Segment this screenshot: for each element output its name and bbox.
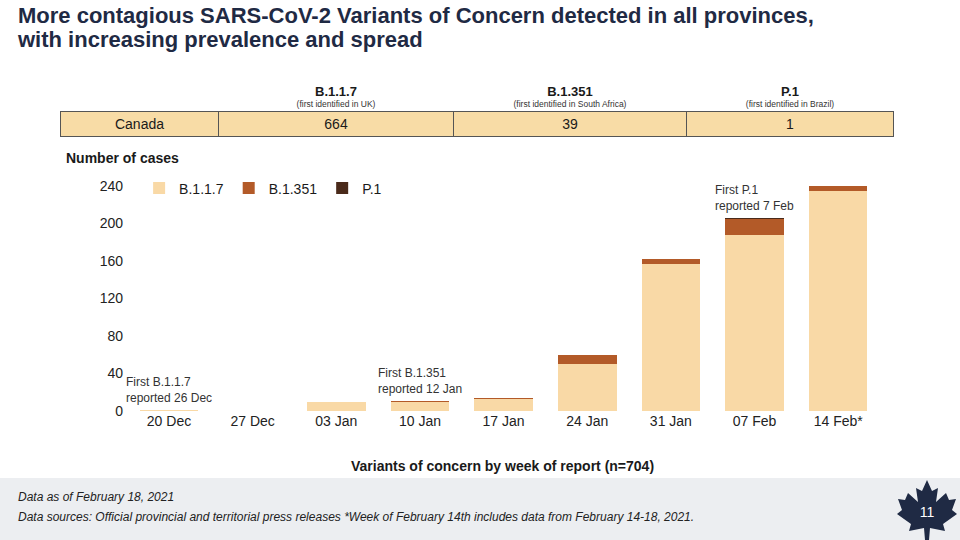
svg-text:P.1: P.1 bbox=[362, 181, 381, 197]
svg-text:80: 80 bbox=[107, 328, 123, 344]
svg-text:First B.1.351reported 12 Jan: First B.1.351reported 12 Jan bbox=[378, 366, 462, 396]
html-text:B.1.1.7: B.1.1.7 bbox=[315, 84, 357, 99]
svg-text:120: 120 bbox=[100, 290, 124, 306]
svg-text:240: 240 bbox=[100, 178, 124, 194]
svg-text:14 Feb*: 14 Feb* bbox=[814, 413, 864, 429]
svg-text:B.1.1.7: B.1.1.7 bbox=[179, 181, 224, 197]
svg-text:24 Jan: 24 Jan bbox=[566, 413, 608, 429]
html-text:664: 664 bbox=[324, 116, 348, 132]
html-text:B.1.351: B.1.351 bbox=[547, 84, 593, 99]
svg-text:10 Jan: 10 Jan bbox=[399, 413, 441, 429]
svg-text:17 Jan: 17 Jan bbox=[483, 413, 525, 429]
svg-text:First B.1.1.7reported 26 Dec: First B.1.1.7reported 26 Dec bbox=[126, 375, 212, 405]
svg-text:Variants of concern by week of: Variants of concern by week of report (n… bbox=[351, 458, 654, 474]
html-text:Canada: Canada bbox=[115, 116, 164, 132]
svg-text:11: 11 bbox=[920, 504, 935, 520]
html-text:39: 39 bbox=[562, 116, 578, 132]
svg-text:0: 0 bbox=[115, 403, 123, 419]
svg-text:40: 40 bbox=[107, 365, 123, 381]
svg-text:20 Dec: 20 Dec bbox=[147, 413, 191, 429]
html-text:(first identified in South Afr: (first identified in South Africa) bbox=[513, 99, 627, 109]
html-text:Data sources: Official provinc: Data sources: Official provincial and te… bbox=[18, 510, 695, 524]
html-text:More contagious SARS-CoV-2 Var: More contagious SARS-CoV-2 Variants of C… bbox=[18, 3, 814, 28]
svg-text:03 Jan: 03 Jan bbox=[315, 413, 357, 429]
html-text:1: 1 bbox=[786, 116, 794, 132]
svg-text:07 Feb: 07 Feb bbox=[733, 413, 777, 429]
svg-text:B.1.351: B.1.351 bbox=[269, 181, 317, 197]
svg-text:27 Dec: 27 Dec bbox=[230, 413, 274, 429]
html-text:with increasing prevalence and: with increasing prevalence and spread bbox=[18, 27, 423, 52]
html-text:P.1: P.1 bbox=[781, 84, 799, 99]
svg-text:Number of cases: Number of cases bbox=[66, 150, 179, 166]
html-text:(first identified in Brazil): (first identified in Brazil) bbox=[745, 99, 835, 109]
svg-text:31 Jan: 31 Jan bbox=[650, 413, 692, 429]
svg-text:First P.1reported 7 Feb: First P.1reported 7 Feb bbox=[715, 183, 794, 213]
html-text:(first identified in UK): (first identified in UK) bbox=[296, 99, 376, 109]
svg-text:200: 200 bbox=[100, 215, 124, 231]
html-text:Data as of February 18, 2021: Data as of February 18, 2021 bbox=[18, 490, 175, 504]
svg-text:160: 160 bbox=[100, 253, 124, 269]
